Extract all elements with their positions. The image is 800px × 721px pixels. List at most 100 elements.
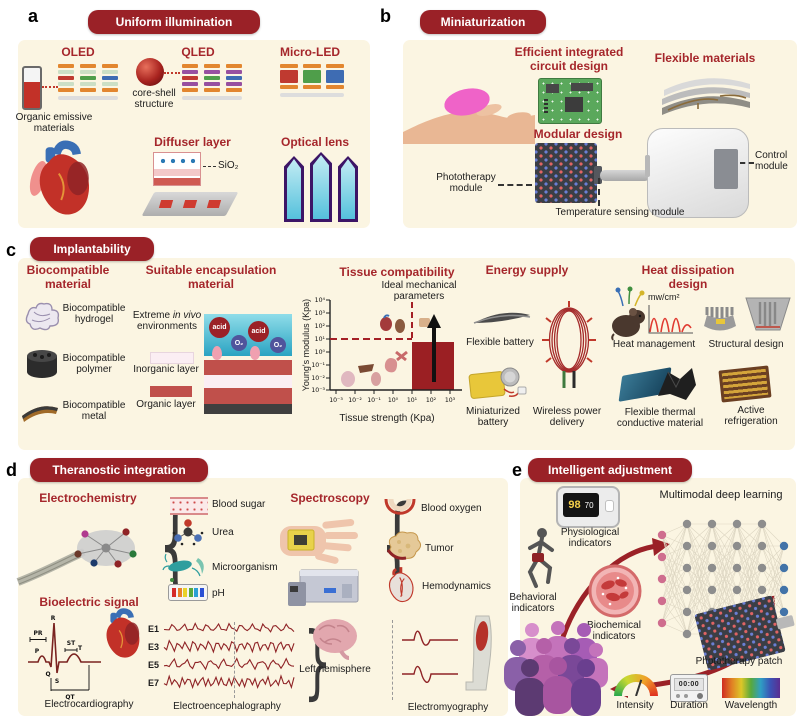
extreme-environments-label: Extreme in vivo environments	[132, 310, 202, 332]
bioelectric-signal-label: Bioelectric signal	[39, 595, 139, 609]
blood-oxygen-label: Blood oxygen	[421, 503, 482, 514]
person-icon	[543, 657, 573, 714]
panel-d-header-pill: Theranostic integration	[30, 458, 208, 482]
metal-label: Biocompatible metal	[62, 400, 126, 423]
thermal-crumple-icon	[658, 368, 696, 400]
sio2-connector-dash	[203, 166, 216, 167]
blood-oxygen-icon	[384, 498, 416, 515]
qled-stack-icon	[182, 64, 242, 104]
heat-management-label: Heat management	[612, 339, 696, 350]
polymer-icon	[27, 350, 57, 378]
microorganism-icon	[162, 553, 204, 577]
panel-a-header-pill: Uniform illumination	[88, 10, 260, 34]
left-hemisphere-label: Left hemisphere	[299, 664, 371, 675]
oled-label: OLED	[61, 45, 95, 59]
inorganic-layer-label: Inorganic layer	[133, 364, 199, 375]
spectroscopy-hand-icon	[280, 519, 358, 564]
blood-sugar-icon	[170, 497, 208, 515]
deep-learning-label: Multimodal deep learning	[659, 489, 783, 501]
biocompatible-material-label: Biocompatible material	[26, 263, 110, 291]
panel-b-header-pill: Miniaturization	[420, 10, 546, 34]
electroencephalography-label: Electroencephalography	[173, 701, 281, 712]
wavelength-label: Wavelength	[724, 700, 778, 711]
organ-kidney-marker	[395, 319, 405, 333]
diffuser-layer-label: Diffuser layer	[154, 135, 231, 149]
y-tick: 10⁻²	[311, 375, 325, 382]
chart-annotation: Ideal mechanical parameters	[381, 280, 457, 303]
module-connector-nub	[594, 166, 602, 184]
eeg-traces	[163, 622, 295, 690]
core-shell-connector-dots	[164, 72, 180, 74]
urea-molecule-icon	[172, 519, 204, 546]
y-tick: 10²	[315, 323, 326, 330]
heatsink-small-icon	[704, 307, 736, 331]
ecg-waveform: R P Q S T PR ST QT	[28, 615, 101, 701]
optical-lens-icon	[338, 156, 358, 222]
chart-xlabel: Tissue strength (Kpa)	[339, 413, 435, 424]
x-tick: 10⁻¹	[367, 397, 381, 404]
electrochemistry-probe-icon	[16, 528, 137, 586]
organic-swatch	[150, 386, 192, 397]
tumor-label: Tumor	[425, 543, 454, 554]
timer-display: 00:00	[674, 678, 704, 691]
tissue-compatibility-chart: 10⁴ 10³ 10² 10¹ 10⁰ 10⁻¹ 10⁻² 10⁻³ 10⁻³ …	[311, 297, 462, 404]
wireless-power-label: Wireless power delivery	[532, 406, 602, 429]
flexible-sheets-icon	[662, 78, 750, 115]
intensity-label: Intensity	[616, 700, 654, 711]
flexible-thermal-label: Flexible thermal conductive material	[616, 407, 704, 430]
sio2-label: SiO₂	[218, 160, 239, 171]
wireless-coil-icon	[542, 301, 596, 388]
ecg-s-label: S	[55, 678, 59, 685]
organ-liver-marker	[358, 364, 374, 373]
runner-icon	[527, 528, 554, 588]
y-tick: 10⁻³	[311, 387, 325, 394]
organ-muscle-marker	[395, 350, 408, 362]
diffuser-icon	[153, 152, 201, 186]
hemodynamics-icon	[389, 567, 414, 603]
heart-icon	[29, 140, 90, 215]
pcb-icon	[538, 78, 602, 124]
y-tick: 10⁻¹	[311, 362, 325, 369]
organ-skin-marker	[419, 318, 430, 327]
acid-text: acid	[251, 328, 266, 335]
acid-bubble: acid	[248, 321, 269, 342]
micro-led-label: Micro-LED	[280, 45, 340, 59]
pulse-oximeter-icon: 98 70	[556, 486, 620, 528]
optical-lens-label: Optical lens	[280, 135, 350, 149]
y-tick: 10⁴	[315, 297, 326, 304]
modular-design-label: Modular design	[533, 127, 623, 141]
control-module-dash	[740, 162, 754, 164]
phototherapy-patch-label: Phototherapy patch	[695, 656, 783, 667]
flexible-battery-icon	[473, 312, 531, 324]
tumor-icon	[386, 531, 422, 560]
diffuser-substrate-icon	[141, 192, 239, 216]
acid-bubble: acid	[209, 317, 230, 338]
acid-text: acid	[212, 324, 227, 331]
temperature-module-dash	[598, 178, 600, 206]
eeg-channel-label: E1	[148, 624, 160, 634]
y-tick: 10⁰	[315, 349, 326, 356]
spectrometer-icon	[288, 569, 359, 606]
core-shell-sphere-icon	[136, 58, 164, 86]
stack-layer-pale	[204, 375, 292, 388]
hydrogel-label: Biocompatible hydrogel	[62, 303, 126, 326]
phototherapy-module-label: Phototherapy module	[436, 172, 496, 195]
chart-title: Tissue compatibility	[339, 265, 455, 279]
y-tick: 10³	[315, 310, 326, 317]
hemodynamics-label: Hemodynamics	[422, 581, 491, 592]
ecg-p-label: P	[35, 648, 40, 655]
extreme-italic: in vivo	[172, 310, 202, 321]
intensity-gauge-icon	[614, 674, 658, 696]
x-tick: 10³	[445, 397, 456, 404]
mouse-icon	[611, 286, 645, 341]
panel-c-letter: c	[6, 240, 17, 260]
ph-dot	[170, 578, 174, 582]
electromyography-label: Electromyography	[407, 702, 489, 713]
electrocardiography-label: Electrocardiography	[44, 699, 134, 710]
vial-icon	[22, 66, 42, 110]
irradiance-peaks-chart	[648, 305, 693, 334]
active-refrigeration-icon	[718, 365, 772, 403]
extreme-pre: Extreme	[132, 310, 171, 321]
panel-b-letter: b	[380, 6, 391, 26]
leg-muscle-icon	[465, 615, 492, 691]
